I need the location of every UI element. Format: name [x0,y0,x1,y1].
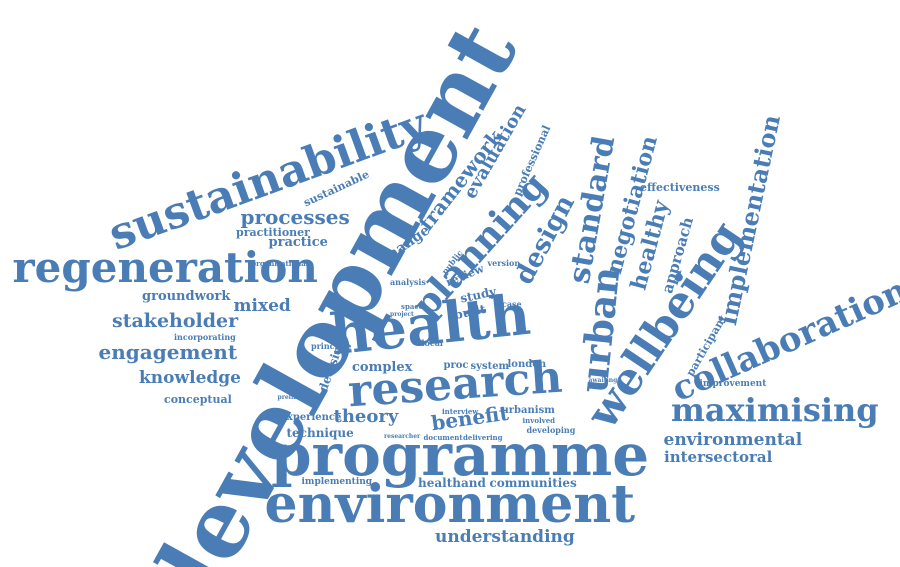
cloud-word-researcher: researcher [384,433,421,440]
cloud-word-experience: experience [280,412,342,423]
cloud-word-mixed: mixed [233,295,291,316]
cloud-word-awaiting: awaiting [588,377,618,384]
cloud-word-developing: developing [526,425,576,435]
cloud-word-conceptual: conceptual [164,392,232,406]
cloud-word-delivering: delivering [463,432,503,442]
cloud-word-space: space [401,301,424,311]
cloud-word-proc: proc [443,360,469,371]
cloud-word-technique: technique [286,426,354,440]
cloud-word-complex: complex [352,359,413,375]
cloud-word-knowledge: knowledge [139,367,241,388]
cloud-word-regeneration: regeneration [12,243,318,292]
cloud-word-processes: processes [240,205,350,229]
cloud-word-healthand: healthand [418,476,486,490]
cloud-word-involved: involved [522,415,556,425]
cloud-word-system: system [470,361,510,372]
cloud-word-document: document [423,432,463,442]
cloud-word-intersectoral: intersectoral [664,447,773,466]
cloud-word-programme: programme [271,421,650,489]
cloud-word-engagement: engagement [98,340,238,364]
cloud-word-london: london [507,359,547,370]
cloud-word-interview: interview [442,406,479,416]
cloud-word-effectiveness: effectiveness [640,180,720,194]
cloud-word-environmental: environmental [663,429,803,450]
cloud-word-local: local [421,338,443,348]
cloud-word-case: case [502,299,522,309]
cloud-word-practice: practice [268,234,328,250]
cloud-word-organizational: organizational [251,258,309,268]
cloud-word-implementation: implementation [713,112,786,328]
cloud-word-implementing: implementing [301,476,373,487]
cloud-word-principle: principle [311,341,352,351]
cloud-word-urbanism: urbanism [501,405,555,416]
cloud-word-version: version [487,258,521,268]
cloud-word-stakeholder: stakeholder [112,309,239,332]
cloud-word-communities: communities [489,476,577,490]
cloud-word-understanding: understanding [435,526,575,547]
cloud-word-project: project [390,311,414,318]
cloud-word-theory: theory [333,406,399,427]
cloud-word-maximising: maximising [671,391,879,429]
cloud-word-analysis: analysis [390,277,426,287]
cloud-word-groundwork: groundwork [142,288,231,304]
cloud-word-incorporating: incorporating [174,332,236,342]
cloud-word-practitioner: practitioner [236,225,310,239]
cloud-word-preliminary: preliminary [277,394,317,401]
cloud-word-improvement: improvement [699,378,767,389]
cloud-word-environment: environment [264,474,636,535]
